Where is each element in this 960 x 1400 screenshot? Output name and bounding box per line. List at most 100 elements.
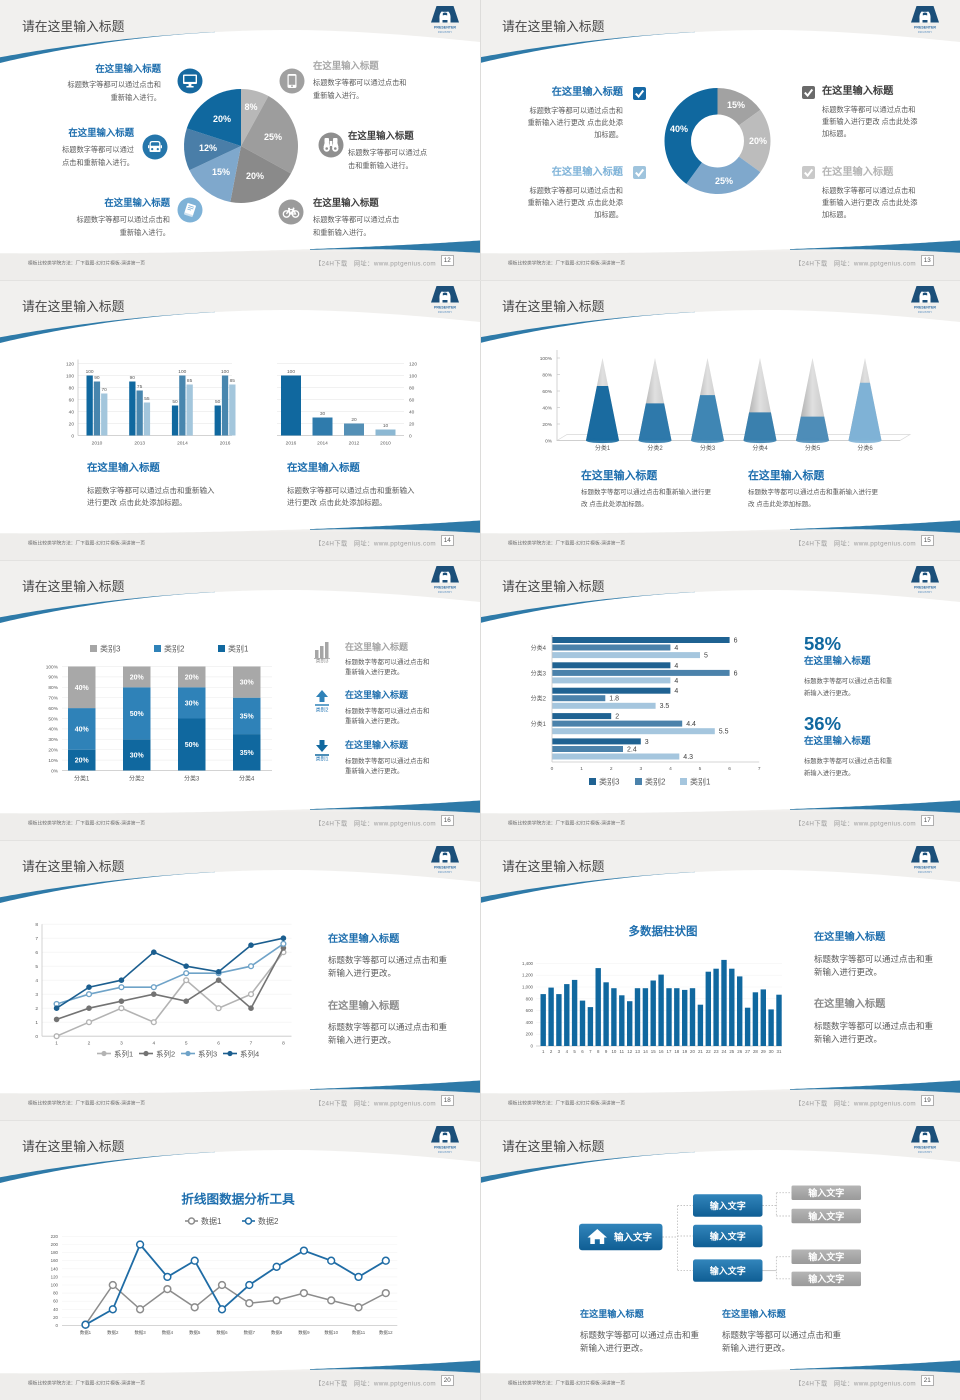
svg-text:4: 4 [35, 978, 38, 984]
svg-text:PRESENTER: PRESENTER [914, 586, 936, 590]
svg-text:数据9: 数据9 [298, 1329, 310, 1336]
svg-text:100%: 100% [540, 356, 553, 362]
svg-text:70: 70 [102, 387, 108, 393]
svg-text:数据7: 数据7 [244, 1329, 256, 1336]
svg-text:600: 600 [526, 1008, 534, 1013]
svg-text:27: 27 [745, 1049, 750, 1054]
svg-text:2016: 2016 [220, 441, 231, 447]
svg-text:100%: 100% [46, 664, 59, 670]
svg-text:分类3: 分类3 [184, 775, 200, 783]
svg-text:分类3: 分类3 [700, 444, 716, 452]
svg-text:类别2: 类别2 [164, 644, 185, 654]
svg-text:70%: 70% [48, 696, 58, 702]
svg-text:输入文字: 输入文字 [710, 1200, 746, 1211]
svg-text:分类5: 分类5 [805, 444, 821, 452]
svg-text:分类1: 分类1 [531, 720, 547, 728]
svg-text:160: 160 [51, 1258, 59, 1263]
svg-text:400: 400 [526, 1020, 534, 1025]
svg-text:100: 100 [178, 369, 186, 375]
svg-text:85: 85 [230, 378, 236, 384]
svg-text:1,000: 1,000 [522, 985, 534, 990]
svg-text:数据11: 数据11 [352, 1329, 366, 1336]
svg-text:18: 18 [674, 1049, 679, 1054]
svg-text:数据6: 数据6 [216, 1329, 228, 1336]
svg-text:20: 20 [69, 421, 75, 427]
svg-text:1: 1 [580, 766, 583, 772]
svg-text:6: 6 [581, 1049, 584, 1054]
svg-text:140: 140 [51, 1266, 59, 1271]
svg-text:1: 1 [35, 1020, 38, 1026]
svg-text:11: 11 [620, 1049, 625, 1054]
svg-text:数据12: 数据12 [379, 1329, 393, 1336]
svg-text:24: 24 [722, 1049, 727, 1054]
svg-text:20: 20 [351, 417, 357, 423]
svg-text:数据2: 数据2 [107, 1329, 119, 1336]
svg-text:6: 6 [728, 766, 731, 772]
svg-text:PRESENTER: PRESENTER [914, 1146, 936, 1150]
svg-text:10: 10 [611, 1049, 616, 1054]
svg-text:INDUSTRY: INDUSTRY [918, 30, 932, 34]
svg-text:2016: 2016 [286, 441, 297, 447]
svg-text:数据10: 数据10 [324, 1329, 338, 1336]
svg-text:35%: 35% [240, 750, 255, 757]
svg-text:数据4: 数据4 [162, 1329, 174, 1336]
svg-text:2: 2 [550, 1049, 553, 1054]
svg-text:7: 7 [758, 766, 761, 772]
svg-text:180: 180 [51, 1250, 59, 1255]
svg-text:22: 22 [706, 1049, 711, 1054]
svg-text:4: 4 [674, 678, 678, 685]
svg-text:4: 4 [674, 663, 678, 670]
svg-text:0%: 0% [51, 768, 59, 774]
svg-text:0: 0 [71, 433, 74, 439]
svg-text:100: 100 [287, 369, 295, 375]
svg-text:5: 5 [185, 1041, 188, 1047]
svg-text:4: 4 [566, 1049, 569, 1054]
svg-text:类别2: 类别2 [316, 707, 329, 714]
svg-text:3.5: 3.5 [660, 703, 670, 710]
svg-text:12: 12 [627, 1049, 632, 1054]
svg-text:2014: 2014 [177, 441, 188, 447]
svg-text:3: 3 [35, 992, 38, 998]
svg-text:2: 2 [610, 766, 613, 772]
svg-text:40%: 40% [75, 726, 90, 733]
svg-text:2010: 2010 [92, 441, 103, 447]
svg-text:类别1: 类别1 [690, 777, 711, 787]
svg-text:9: 9 [605, 1049, 608, 1054]
svg-text:7: 7 [35, 936, 38, 942]
svg-text:30%: 30% [185, 700, 200, 707]
svg-text:80%: 80% [542, 372, 552, 378]
svg-text:类别3: 类别3 [100, 644, 121, 654]
svg-text:分类3: 分类3 [531, 669, 547, 677]
svg-text:10%: 10% [48, 758, 58, 764]
svg-text:60: 60 [69, 397, 75, 403]
svg-text:60%: 60% [48, 706, 58, 712]
svg-text:40: 40 [53, 1307, 58, 1312]
svg-text:40%: 40% [75, 685, 90, 692]
svg-text:1,400: 1,400 [522, 961, 534, 966]
svg-text:输入文字: 输入文字 [808, 1251, 844, 1262]
svg-text:INDUSTRY: INDUSTRY [438, 590, 452, 594]
svg-text:35%: 35% [240, 713, 255, 720]
svg-text:分类1: 分类1 [595, 444, 611, 452]
svg-text:13: 13 [635, 1049, 640, 1054]
svg-text:55: 55 [144, 396, 150, 402]
svg-text:输入文字: 输入文字 [808, 1273, 844, 1284]
svg-text:60: 60 [409, 397, 415, 403]
svg-text:7: 7 [589, 1049, 592, 1054]
svg-text:折线图数据分析工具: 折线图数据分析工具 [181, 1192, 295, 1207]
svg-text:100: 100 [409, 373, 417, 379]
svg-text:系列3: 系列3 [198, 1048, 217, 1058]
svg-text:输入文字: 输入文字 [614, 1232, 653, 1244]
svg-text:220: 220 [51, 1234, 59, 1239]
svg-text:PRESENTER: PRESENTER [914, 866, 936, 870]
svg-text:50%: 50% [130, 711, 145, 718]
svg-text:40%: 40% [542, 405, 552, 411]
svg-text:0: 0 [56, 1323, 59, 1328]
svg-text:数据1: 数据1 [80, 1329, 92, 1336]
svg-text:2010: 2010 [380, 441, 391, 447]
svg-text:INDUSTRY: INDUSTRY [438, 30, 452, 34]
svg-text:分类2: 分类2 [531, 695, 547, 703]
svg-text:类别2: 类别2 [645, 777, 666, 787]
svg-text:80: 80 [409, 385, 415, 391]
svg-text:30%: 30% [48, 737, 58, 743]
